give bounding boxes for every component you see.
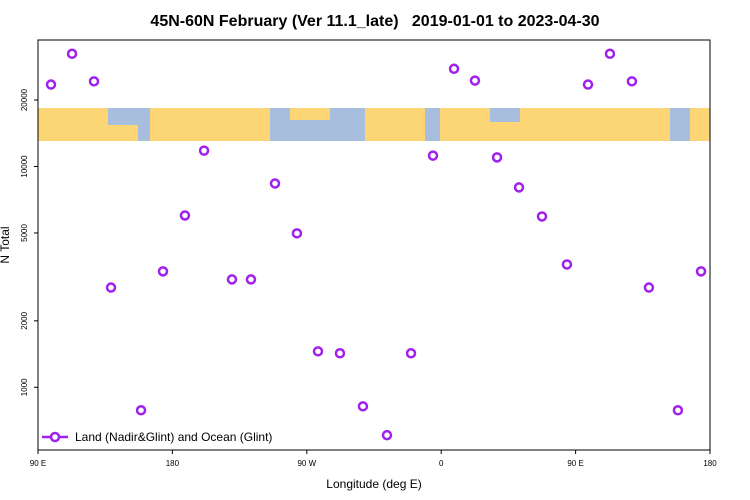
- x-tick-label: 90 W: [297, 459, 316, 468]
- data-point: [312, 346, 324, 357]
- legend-label: Land (Nadir&Glint) and Ocean (Glint): [75, 430, 272, 444]
- x-axis-label: Longitude (deg E): [326, 477, 421, 491]
- data-point: [604, 48, 616, 60]
- data-point: [291, 228, 303, 239]
- x-tick-label: 0: [439, 459, 444, 468]
- chart-title: 45N-60N February (Ver 11.1_late) 2019-01…: [150, 13, 599, 30]
- data-point: [66, 48, 78, 60]
- data-point: [469, 75, 481, 86]
- y-tick-label: 1000: [20, 378, 29, 396]
- plot-frame: [37, 39, 711, 451]
- data-point: [135, 405, 147, 416]
- data-point: [643, 282, 655, 293]
- x-tick-label: 90 E: [30, 459, 46, 468]
- y-axis-label: N Total: [0, 226, 12, 263]
- x-tick-label: 180: [703, 459, 717, 468]
- data-point: [427, 150, 439, 161]
- data-point: [105, 282, 117, 293]
- y-tick-label: 5000: [20, 224, 29, 242]
- data-point: [491, 152, 503, 163]
- data-point: [198, 145, 210, 156]
- data-point: [357, 401, 369, 412]
- data-point: [226, 274, 238, 285]
- y-tick-label: 2000: [20, 311, 29, 329]
- data-point: [561, 259, 573, 270]
- data-point: [334, 348, 346, 359]
- data-point: [245, 274, 257, 285]
- data-point: [536, 211, 548, 222]
- x-tick-label: 90 E: [567, 459, 583, 468]
- data-point: [381, 429, 393, 441]
- data-point: [672, 405, 684, 416]
- map-band: [38, 108, 710, 141]
- x-tick-label: 180: [166, 459, 180, 468]
- data-point: [513, 182, 525, 193]
- data-point: [179, 210, 191, 221]
- y-tick-label: 20000: [20, 88, 29, 111]
- data-point: [695, 266, 707, 277]
- data-point: [448, 63, 460, 75]
- data-point: [405, 348, 417, 359]
- data-point: [88, 76, 100, 87]
- legend-marker: [49, 431, 61, 443]
- data-point: [626, 76, 638, 87]
- data-point: [45, 79, 57, 90]
- y-tick-label: 10000: [20, 155, 29, 178]
- data-point: [157, 266, 169, 277]
- data-point: [269, 178, 281, 189]
- data-point: [582, 79, 594, 90]
